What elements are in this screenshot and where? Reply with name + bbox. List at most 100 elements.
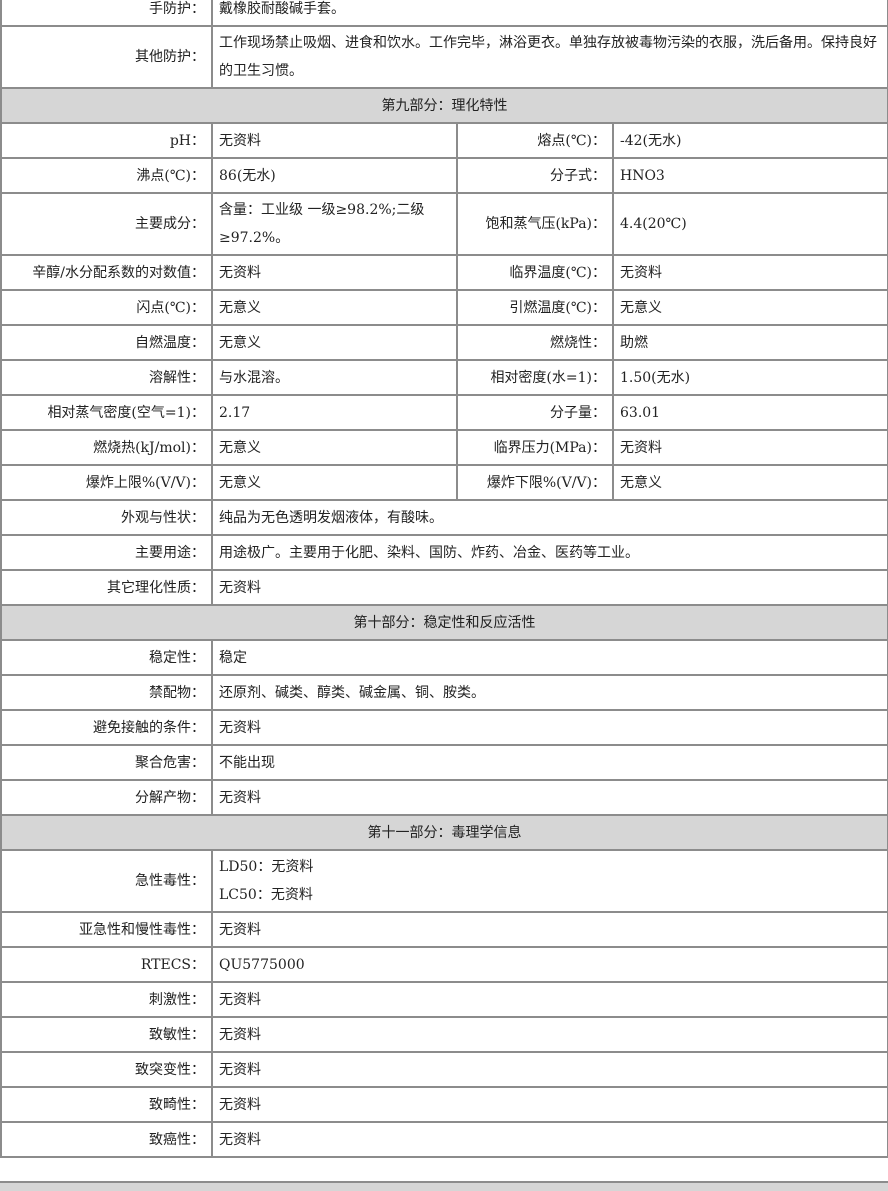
table-row: 致畸性： 无资料 (2, 1088, 887, 1121)
field-value: 无资料 (213, 571, 887, 604)
field-label: 外观与性状： (2, 501, 211, 534)
field-label: 分子量： (458, 396, 612, 429)
field-value: 无资料 (213, 1053, 887, 1086)
field-value: 无意义 (213, 431, 456, 464)
field-value: 4.4(20℃) (614, 194, 887, 254)
table-row: 稳定性： 稳定 (2, 641, 887, 674)
field-label: 饱和蒸气压(kPa)： (458, 194, 612, 254)
field-value: 与水混溶。 (213, 361, 456, 394)
field-value: 含量：工业级 一级≥98.2%;二级≥97.2%。 (213, 194, 456, 254)
field-label: 亚急性和慢性毒性： (2, 913, 211, 946)
table-row: 致癌性： 无资料 (2, 1123, 887, 1156)
field-value: 无资料 (614, 256, 887, 289)
field-label: 聚合危害： (2, 746, 211, 779)
section-title: 第十部分：稳定性和反应活性 (2, 606, 887, 639)
field-value: 用途极广。主要用于化肥、染料、国防、炸药、冶金、医药等工业。 (213, 536, 887, 569)
field-value: 还原剂、碱类、醇类、碱金属、铜、胺类。 (213, 676, 887, 709)
field-value: HNO3 (614, 159, 887, 192)
table-row: 避免接触的条件： 无资料 (2, 711, 887, 744)
field-label: RTECS： (2, 948, 211, 981)
field-label: 其他防护： (2, 27, 211, 87)
field-value: 无资料 (213, 781, 887, 814)
table-row: 溶解性： 与水混溶。 相对密度(水=1)： 1.50(无水) (2, 361, 887, 394)
table-row: 辛醇/水分配系数的对数值： 无资料 临界温度(℃)： 无资料 (2, 256, 887, 289)
field-value: 无意义 (213, 466, 456, 499)
field-value: 1.50(无水) (614, 361, 887, 394)
table-row: 禁配物： 还原剂、碱类、醇类、碱金属、铜、胺类。 (2, 676, 887, 709)
field-label: 致癌性： (2, 1123, 211, 1156)
field-value: 戴橡胶耐酸碱手套。 (213, 0, 887, 25)
table-row: 主要成分： 含量：工业级 一级≥98.2%;二级≥97.2%。 饱和蒸气压(kPa)… (2, 194, 887, 254)
field-value: 86(无水) (213, 159, 456, 192)
msds-table: 手防护： 戴橡胶耐酸碱手套。 其他防护： 工作现场禁止吸烟、进食和饮水。工作完毕，淋浴… (0, 0, 888, 1158)
table-row: pH： 无资料 熔点(℃)： -42(无水) (2, 124, 887, 157)
table-row: 燃烧热(kJ/mol)： 无意义 临界压力(MPa)： 无资料 (2, 431, 887, 464)
field-label: 引燃温度(℃)： (458, 291, 612, 324)
field-value: 无资料 (614, 431, 887, 464)
field-value-line: LC50：无资料 (219, 887, 313, 903)
field-label: 临界温度(℃)： (458, 256, 612, 289)
field-label: 主要成分： (2, 194, 211, 254)
field-value-line: LD50：无资料 (219, 859, 314, 875)
field-label: 稳定性： (2, 641, 211, 674)
field-label: 分子式： (458, 159, 612, 192)
field-label: 燃烧热(kJ/mol)： (2, 431, 211, 464)
field-label: 致畸性： (2, 1088, 211, 1121)
field-value: 无资料 (213, 711, 887, 744)
field-label: 燃烧性： (458, 326, 612, 359)
field-label: 相对蒸气密度(空气=1)： (2, 396, 211, 429)
table-row: 致敏性： 无资料 (2, 1018, 887, 1051)
table-row: 手防护： 戴橡胶耐酸碱手套。 (2, 0, 887, 25)
field-label: 闪点(℃)： (2, 291, 211, 324)
table-row: 亚急性和慢性毒性： 无资料 (2, 913, 887, 946)
field-value: LD50：无资料 LC50：无资料 (213, 851, 887, 911)
table-row: 其他防护： 工作现场禁止吸烟、进食和饮水。工作完毕，淋浴更衣。单独存放被毒物污染的… (2, 27, 887, 87)
section-header: 第九部分：理化特性 (2, 89, 887, 122)
section-title: 第十一部分：毒理学信息 (2, 816, 887, 849)
next-section-header (0, 1181, 888, 1191)
field-value: 无意义 (213, 291, 456, 324)
section-header: 第十一部分：毒理学信息 (2, 816, 887, 849)
section-header: 第十部分：稳定性和反应活性 (2, 606, 887, 639)
field-label: 急性毒性： (2, 851, 211, 911)
table-row: 分解产物： 无资料 (2, 781, 887, 814)
field-value: -42(无水) (614, 124, 887, 157)
table-row: 主要用途： 用途极广。主要用于化肥、染料、国防、炸药、冶金、医药等工业。 (2, 536, 887, 569)
table-row: 相对蒸气密度(空气=1)： 2.17 分子量： 63.01 (2, 396, 887, 429)
field-value: 无资料 (213, 124, 456, 157)
field-value: 无资料 (213, 1018, 887, 1051)
field-label: 相对密度(水=1)： (458, 361, 612, 394)
field-label: 爆炸上限%(V/V)： (2, 466, 211, 499)
table-row: RTECS： QU5775000 (2, 948, 887, 981)
field-value: 无资料 (213, 256, 456, 289)
table-row: 聚合危害： 不能出现 (2, 746, 887, 779)
field-label: 分解产物： (2, 781, 211, 814)
field-value: 无资料 (213, 1088, 887, 1121)
field-value: 无资料 (213, 913, 887, 946)
table-row: 其它理化性质： 无资料 (2, 571, 887, 604)
table-row: 致突变性： 无资料 (2, 1053, 887, 1086)
field-value: 无意义 (614, 466, 887, 499)
field-label: 刺激性： (2, 983, 211, 1016)
field-value: 无资料 (213, 983, 887, 1016)
field-value: 无意义 (614, 291, 887, 324)
msds-document: 手防护： 戴橡胶耐酸碱手套。 其他防护： 工作现场禁止吸烟、进食和饮水。工作完毕，淋浴… (0, 0, 888, 1158)
field-value: 不能出现 (213, 746, 887, 779)
field-label: 溶解性： (2, 361, 211, 394)
field-label: 沸点(℃)： (2, 159, 211, 192)
field-value: 工作现场禁止吸烟、进食和饮水。工作完毕，淋浴更衣。单独存放被毒物污染的衣服，洗后… (213, 27, 887, 87)
field-label: 避免接触的条件： (2, 711, 211, 744)
table-row: 自燃温度： 无意义 燃烧性： 助燃 (2, 326, 887, 359)
section-title: 第九部分：理化特性 (2, 89, 887, 122)
field-label: 自燃温度： (2, 326, 211, 359)
field-label: 临界压力(MPa)： (458, 431, 612, 464)
field-value: 无意义 (213, 326, 456, 359)
field-label: 手防护： (2, 0, 211, 25)
field-value: 63.01 (614, 396, 887, 429)
field-value: 助燃 (614, 326, 887, 359)
field-label: 致突变性： (2, 1053, 211, 1086)
table-row: 爆炸上限%(V/V)： 无意义 爆炸下限%(V/V)： 无意义 (2, 466, 887, 499)
field-label: 主要用途： (2, 536, 211, 569)
field-label: 辛醇/水分配系数的对数值： (2, 256, 211, 289)
table-row: 沸点(℃)： 86(无水) 分子式： HNO3 (2, 159, 887, 192)
